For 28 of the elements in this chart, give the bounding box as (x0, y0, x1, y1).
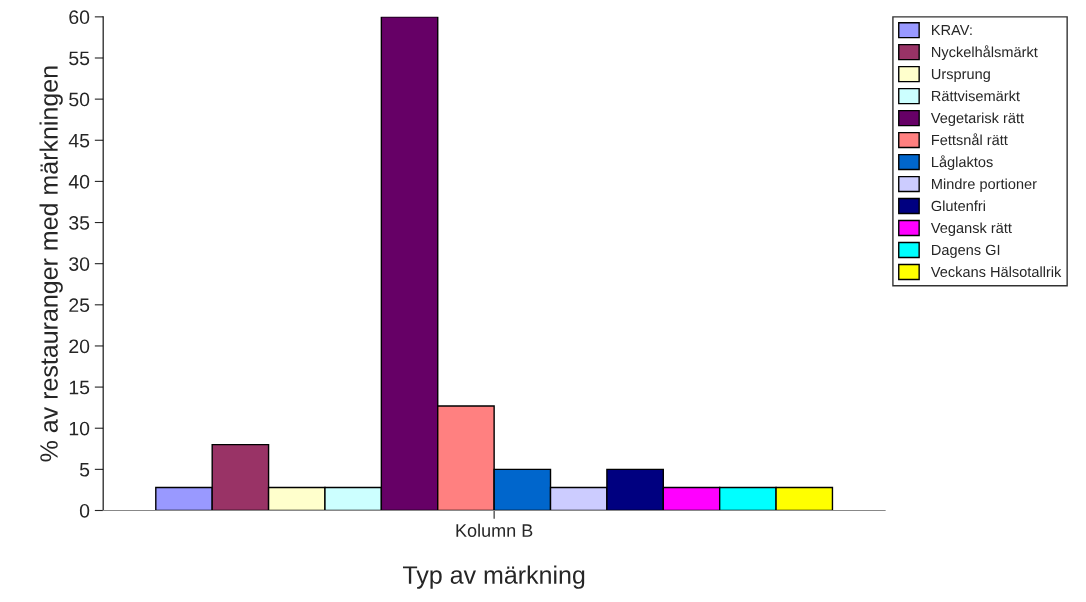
y-tick-label: 25 (69, 298, 90, 313)
legend-label: Glutenfri (931, 200, 985, 212)
legend-label: Fettsnål rätt (932, 133, 1008, 146)
y-tick-label: 20 (69, 339, 90, 354)
legend-label: KRAV: (932, 25, 972, 36)
y-tick-label: 60 (69, 10, 90, 25)
y-tick-label: 5 (79, 463, 90, 477)
legend-label: Dagens GI (932, 244, 1000, 258)
y-tick-label: 55 (69, 51, 90, 66)
legend-label: Rättvisemärkt (932, 90, 1020, 102)
legend-label: Vegetarisk rätt (930, 112, 1024, 127)
legend-label: Låglaktos (932, 155, 993, 171)
y-axis-title: % av restauranger med märkningen (39, 66, 63, 462)
legend-label: Ursprung (931, 69, 990, 83)
y-tick-label: 40 (68, 174, 90, 189)
legend-label: Nyckelhålsmärkt (932, 45, 1038, 61)
legend-label: Veckans Hälsotallrik (930, 266, 1062, 278)
x-tick-label: Kolumn B (456, 523, 533, 537)
y-tick-label: 15 (69, 380, 90, 395)
y-tick-label: 45 (68, 133, 90, 148)
y-tick-label: 0 (79, 503, 90, 518)
legend-label: Mindre portioner (932, 178, 1037, 192)
y-tick-label: 35 (69, 216, 90, 230)
y-tick-label: 50 (69, 92, 90, 107)
x-axis-title: Typ av märkning (402, 565, 585, 589)
y-tick-label: 30 (69, 257, 90, 271)
y-tick-label: 10 (69, 421, 90, 436)
legend-label: Vegansk rätt (930, 222, 1012, 236)
